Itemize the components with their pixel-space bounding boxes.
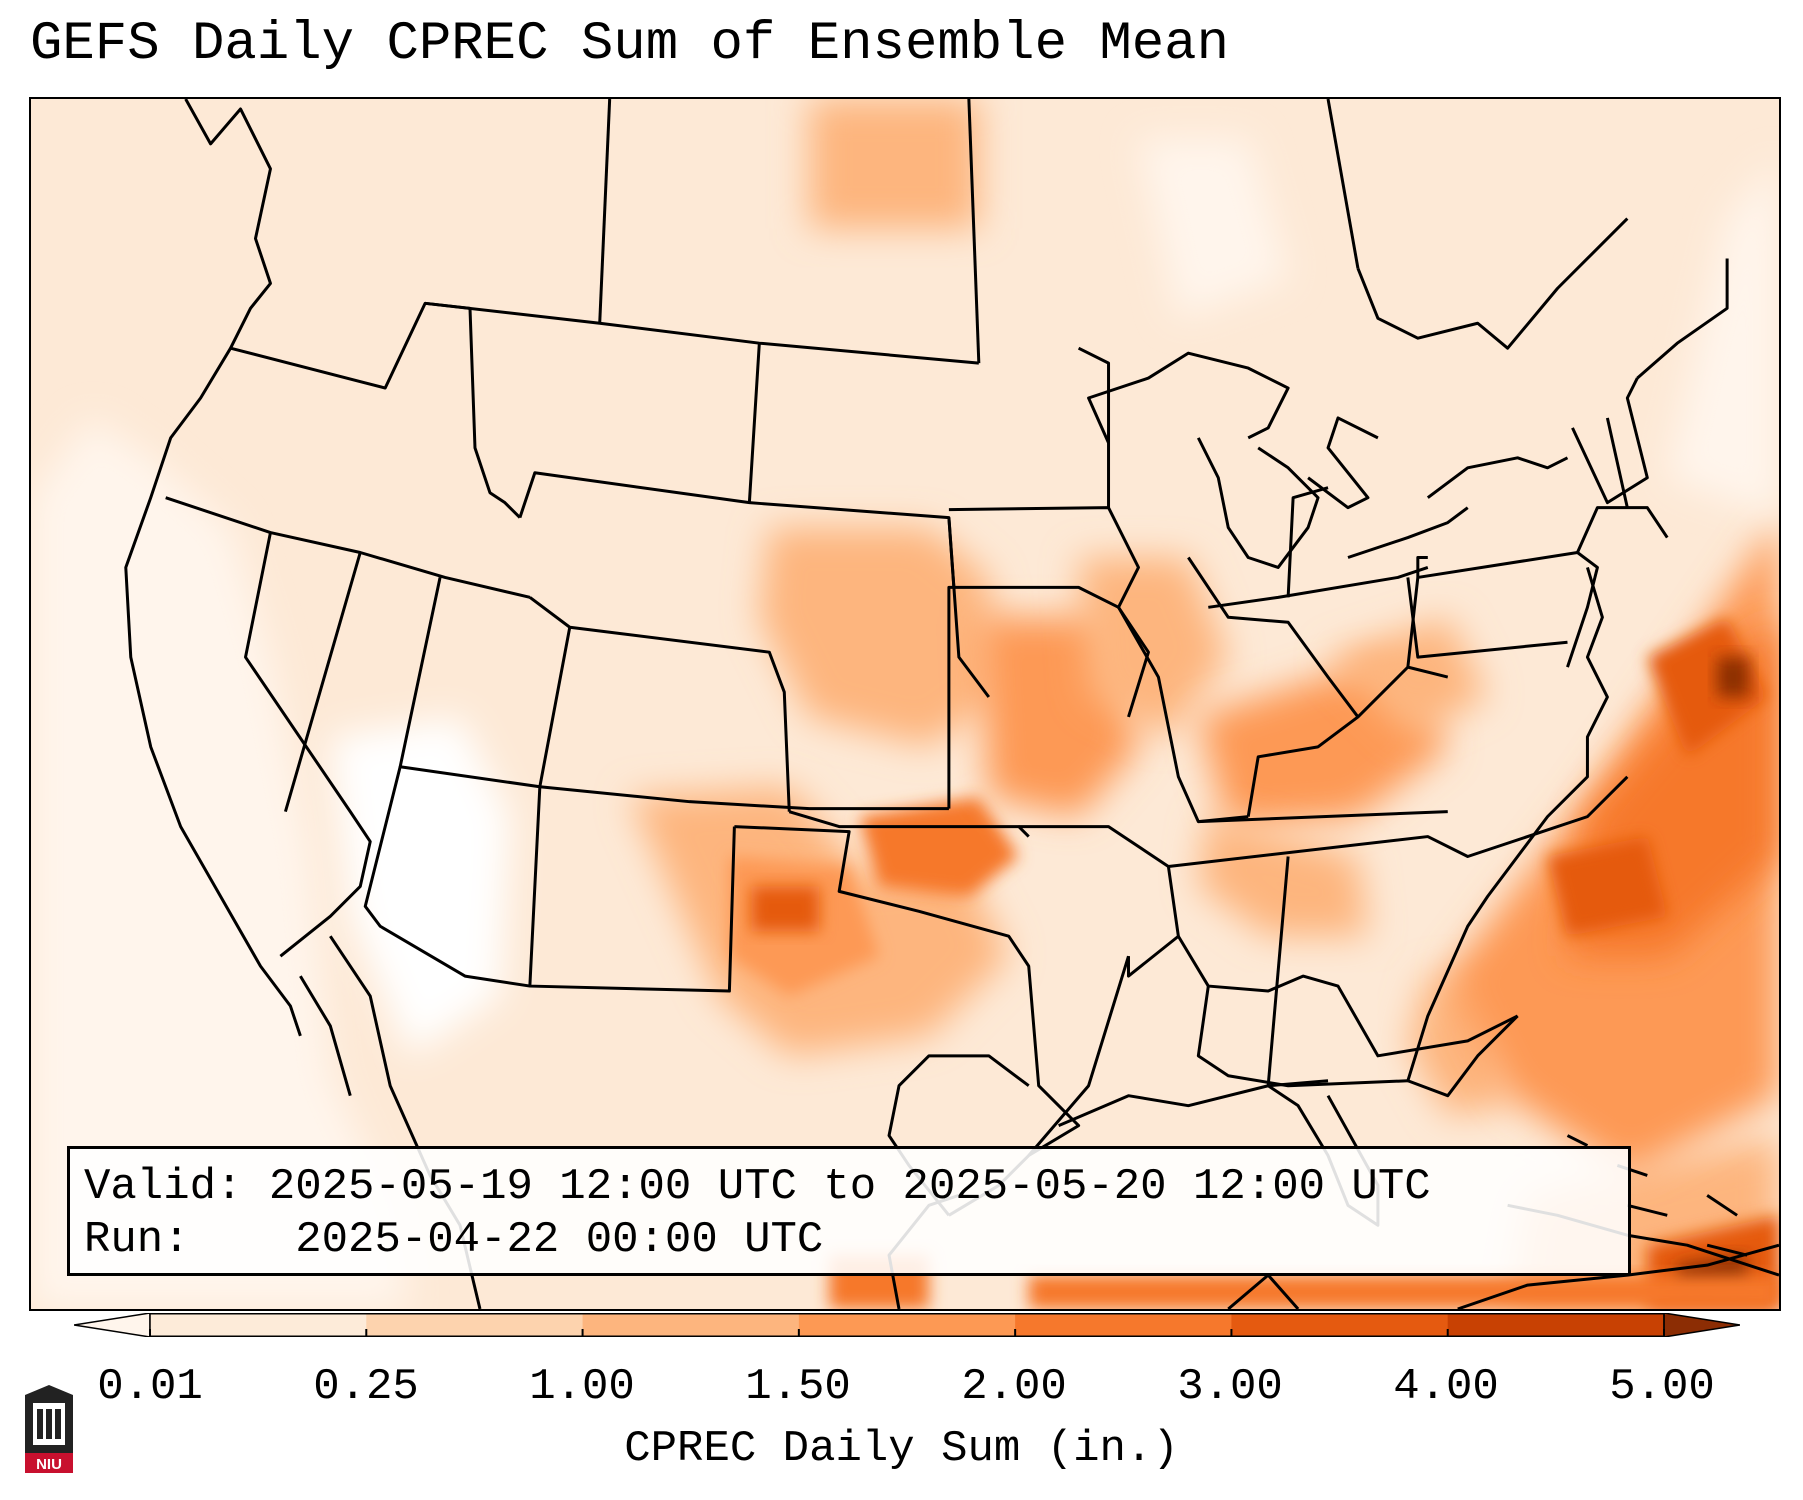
colorbar-tick-label: 3.00 xyxy=(1177,1362,1283,1412)
map-title: GEFS Daily CPREC Sum of Ensemble Mean xyxy=(30,14,1229,75)
colorbar-over-extension xyxy=(1663,1313,1740,1337)
colorbar-outline xyxy=(149,1313,1665,1337)
colorbar-segment xyxy=(1015,1313,1232,1337)
map-canvas xyxy=(31,99,1779,1309)
colorbar-tick-label: 2.00 xyxy=(961,1362,1067,1412)
colorbar-tick-label: 1.50 xyxy=(745,1362,851,1412)
precip-field xyxy=(31,99,1779,1309)
colorbar-segment xyxy=(366,1313,584,1337)
niu-logo-icon: NIU xyxy=(25,1385,73,1473)
colorbar-label: CPREC Daily Sum (in.) xyxy=(624,1424,1179,1474)
colorbar-under-extension xyxy=(74,1313,151,1337)
valid-value: 2025-05-19 12:00 UTC to 2025-05-20 12:00… xyxy=(268,1162,1431,1212)
precipitation-map xyxy=(29,97,1781,1311)
run-value: 2025-04-22 00:00 UTC xyxy=(295,1215,824,1265)
valid-label: Valid: xyxy=(84,1162,243,1212)
colorbar-segment xyxy=(798,1313,1016,1337)
colorbar xyxy=(74,1313,1740,1337)
colorbar-segment xyxy=(1231,1313,1449,1337)
svg-text:NIU: NIU xyxy=(36,1456,62,1473)
colorbar-segment xyxy=(1447,1313,1665,1337)
colorbar-tick-label: 0.01 xyxy=(97,1362,203,1412)
colorbar-segment xyxy=(582,1313,800,1337)
valid-time-box: Valid: 2025-05-19 12:00 UTC to 2025-05-2… xyxy=(67,1146,1631,1276)
run-label: Run: xyxy=(84,1215,190,1265)
colorbar-segment xyxy=(150,1313,367,1337)
colorbar-tick-label: 1.00 xyxy=(529,1362,635,1412)
colorbar-tick-label: 0.25 xyxy=(313,1362,419,1412)
colorbar-tick-label: 5.00 xyxy=(1609,1362,1715,1412)
state-borders xyxy=(124,99,1729,1217)
colorbar-tick-label: 4.00 xyxy=(1393,1362,1499,1412)
